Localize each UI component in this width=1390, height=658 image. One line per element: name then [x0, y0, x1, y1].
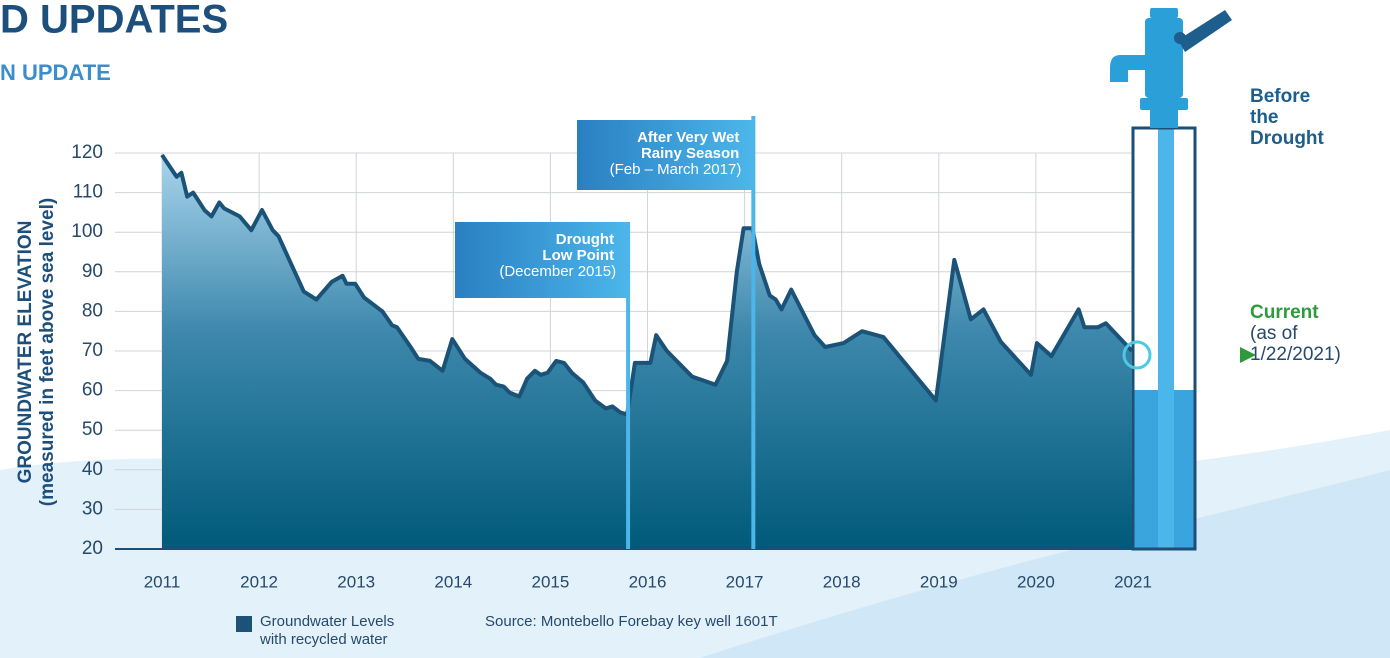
y-tick-label: 70 [82, 340, 103, 361]
y-tick-label: 100 [71, 221, 103, 242]
reference-label: (as of [1250, 323, 1298, 344]
reference-label: Before [1250, 86, 1310, 107]
subtitle: N UPDATE [0, 60, 111, 85]
x-tick-label: 2016 [629, 572, 667, 591]
y-tick-label: 60 [82, 380, 103, 401]
reference-label: 1/22/2021) [1250, 344, 1341, 365]
reference-label: Drought [1250, 128, 1325, 149]
reference-label: the [1250, 107, 1279, 128]
legend-swatch [236, 616, 252, 632]
x-tick-label: 2012 [240, 572, 278, 591]
x-tick-label: 2019 [920, 572, 958, 591]
x-tick-label: 2014 [434, 572, 472, 591]
x-tick-label: 2017 [726, 572, 764, 591]
y-axis-label: (measured in feet above sea level) [37, 198, 58, 506]
x-tick-label: 2020 [1017, 572, 1055, 591]
x-tick-label: 2013 [337, 572, 375, 591]
y-tick-label: 30 [82, 498, 103, 519]
x-tick-label: 2015 [531, 572, 569, 591]
y-tick-label: 90 [82, 261, 103, 282]
chart: D UPDATES N UPDATE GROUNDWATER ELEVATION… [0, 0, 1390, 658]
y-tick-label: 120 [71, 142, 103, 163]
marker-label: Rainy Season [641, 145, 739, 162]
x-tick-label: 2011 [144, 572, 181, 591]
marker-note: (Feb – March 2017) [610, 161, 742, 178]
reference-label: Current [1250, 302, 1319, 323]
y-tick-label: 50 [82, 419, 103, 440]
y-tick-label: 20 [82, 538, 103, 559]
source: Source: Montebello Forebay key well 1601… [485, 613, 778, 631]
marker-label: Low Point [542, 247, 614, 264]
marker-label: Drought [556, 231, 614, 248]
x-tick-label: 2021 [1114, 572, 1152, 591]
y-axis-label: GROUNDWATER ELEVATION [15, 221, 36, 484]
marker-note: (December 2015) [499, 263, 616, 280]
title: D UPDATES [0, 0, 228, 42]
y-tick-label: 80 [82, 300, 103, 321]
page: D UPDATES N UPDATE GROUNDWATER ELEVATION… [0, 0, 1390, 658]
y-tick-label: 40 [82, 459, 103, 480]
x-tick-label: 2018 [823, 572, 861, 591]
legend-label: Groundwater Levels with recycled water [260, 613, 410, 649]
y-tick-label: 110 [73, 182, 103, 203]
well-pipe [1158, 110, 1174, 549]
faucet-icon [1110, 8, 1232, 128]
